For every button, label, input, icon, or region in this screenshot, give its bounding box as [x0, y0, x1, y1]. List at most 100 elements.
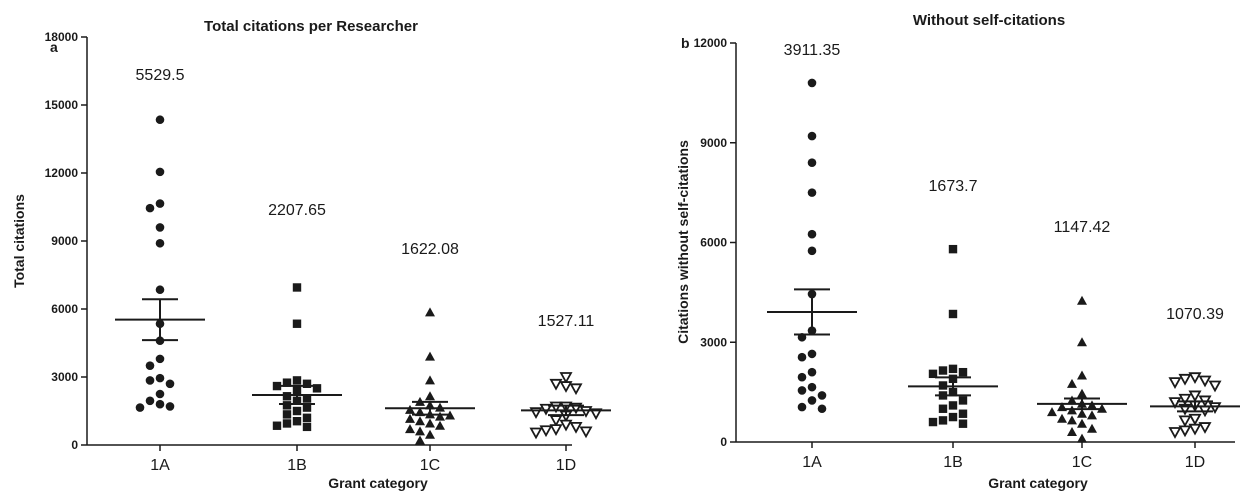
data-point [135, 403, 145, 412]
mean-value-label: 1147.42 [1054, 219, 1111, 236]
data-point [928, 417, 938, 427]
data-point [559, 372, 573, 384]
x-tick-label: 1A [150, 457, 170, 474]
data-point [1077, 388, 1087, 398]
data-point [797, 402, 807, 412]
data-point [425, 391, 435, 401]
data-point [302, 422, 312, 432]
y-tick-label: 6000 [51, 302, 78, 316]
data-point [549, 424, 563, 436]
data-point [807, 158, 817, 167]
y-tick-label: 0 [71, 438, 78, 452]
mean-value-label: 1622.08 [401, 241, 459, 258]
y-tick-label: 6000 [700, 236, 727, 250]
data-point [1077, 408, 1087, 418]
data-point [155, 115, 165, 125]
x-tick-label: 1D [1185, 454, 1205, 471]
data-point [807, 246, 817, 256]
data-point [435, 402, 445, 412]
data-point [155, 167, 165, 177]
x-axis-label: Grant category [328, 475, 428, 491]
data-point [569, 421, 583, 434]
data-point [425, 307, 435, 317]
data-point [155, 223, 165, 232]
data-point [302, 379, 312, 388]
data-point [1077, 418, 1087, 428]
data-point [1198, 375, 1212, 388]
data-point [549, 378, 563, 391]
data-point [1168, 427, 1182, 439]
data-point [938, 416, 948, 425]
category-group-1c: 1C 1147.42 [1037, 219, 1127, 471]
data-point [435, 420, 445, 430]
data-point [1188, 372, 1202, 385]
data-point [569, 383, 583, 396]
mean-value-label: 1673.7 [929, 178, 978, 195]
data-point [292, 406, 302, 416]
data-point [445, 410, 455, 420]
data-point [539, 425, 553, 438]
category-group-1c: 1C 1622.08 [385, 241, 475, 474]
data-point [797, 386, 807, 395]
y-tick-label: 15000 [45, 98, 79, 112]
data-point [1067, 395, 1077, 405]
data-point [165, 402, 175, 411]
data-point [958, 419, 968, 428]
data-point [405, 424, 415, 434]
category-group-1a: 1A 5529.5 [115, 67, 205, 474]
data-point [948, 364, 958, 374]
data-point [145, 361, 155, 370]
data-point [312, 384, 322, 393]
data-point [145, 396, 155, 406]
data-point [1077, 295, 1087, 305]
data-point [817, 391, 827, 400]
data-point [272, 381, 282, 391]
data-point [1057, 413, 1067, 423]
data-point [1087, 400, 1097, 410]
data-point [807, 229, 817, 239]
data-point [1087, 410, 1097, 420]
panel-letter: a [50, 39, 58, 55]
y-tick-label: 9000 [51, 234, 78, 248]
data-point [145, 203, 155, 213]
data-point [1168, 397, 1182, 409]
data-point [425, 375, 435, 385]
data-point [155, 238, 165, 248]
data-point [415, 416, 425, 426]
category-group-1d: 1D 1527.11 [521, 313, 611, 474]
data-point [589, 408, 603, 421]
data-point [1067, 378, 1077, 388]
x-tick-label: 1D [556, 457, 576, 474]
data-point [938, 404, 948, 413]
data-point [302, 394, 312, 403]
data-point [1077, 433, 1087, 443]
category-group-1b: 1B 1673.7 [908, 178, 998, 471]
data-point [282, 378, 292, 387]
mean-value-label: 2207.65 [268, 202, 326, 219]
data-point [948, 401, 958, 410]
category-group-1d: 1D 1070.39 [1150, 306, 1240, 471]
x-tick-label: 1B [287, 457, 307, 474]
data-point [1188, 413, 1202, 426]
data-point [1067, 415, 1077, 425]
data-point [282, 392, 292, 401]
data-point [1178, 373, 1192, 386]
chart-title: Without self-citations [913, 12, 1065, 29]
data-point [415, 426, 425, 436]
data-point [425, 429, 435, 439]
data-point [807, 349, 817, 359]
data-point [282, 419, 292, 428]
data-point [1178, 415, 1192, 428]
data-point [958, 396, 968, 405]
y-tick-label: 12000 [694, 36, 728, 50]
data-point [1188, 423, 1202, 436]
x-tick-label: 1B [943, 454, 963, 471]
panel-letter: b [681, 35, 690, 51]
x-axis-label: Grant category [988, 475, 1088, 491]
mean-value-label: 1070.39 [1166, 306, 1224, 323]
data-point [292, 283, 302, 292]
data-point [1208, 380, 1222, 393]
data-point [928, 369, 938, 379]
data-point [292, 376, 302, 385]
data-point [817, 404, 827, 414]
